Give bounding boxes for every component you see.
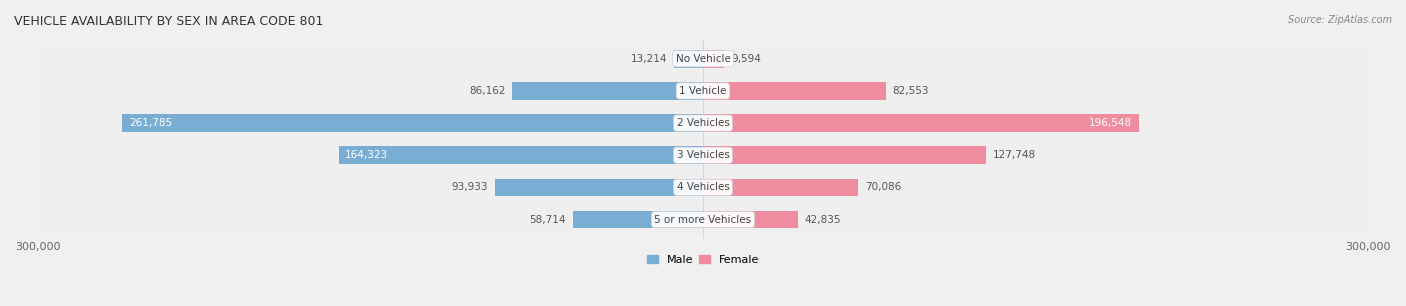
Bar <box>703 114 1139 132</box>
Bar <box>703 82 886 100</box>
Text: 42,835: 42,835 <box>804 215 841 225</box>
Text: Source: ZipAtlas.com: Source: ZipAtlas.com <box>1288 15 1392 25</box>
Bar <box>339 146 703 164</box>
Text: 58,714: 58,714 <box>530 215 567 225</box>
Text: 70,086: 70,086 <box>865 182 901 192</box>
Text: No Vehicle: No Vehicle <box>675 54 731 64</box>
Bar <box>38 75 1368 107</box>
Bar <box>673 50 703 68</box>
Bar <box>495 179 703 196</box>
Bar <box>38 43 1368 75</box>
Legend: Male, Female: Male, Female <box>643 250 763 269</box>
Text: 13,214: 13,214 <box>630 54 666 64</box>
Bar <box>38 139 1368 171</box>
Text: 93,933: 93,933 <box>451 182 488 192</box>
Text: 9,594: 9,594 <box>731 54 761 64</box>
Text: 5 or more Vehicles: 5 or more Vehicles <box>654 215 752 225</box>
Text: 261,785: 261,785 <box>129 118 173 128</box>
Text: 82,553: 82,553 <box>893 86 929 96</box>
Bar <box>38 171 1368 203</box>
Text: 196,548: 196,548 <box>1090 118 1132 128</box>
Bar <box>572 211 703 228</box>
Bar <box>38 107 1368 139</box>
Text: 1 Vehicle: 1 Vehicle <box>679 86 727 96</box>
Text: 127,748: 127,748 <box>993 150 1036 160</box>
Text: 4 Vehicles: 4 Vehicles <box>676 182 730 192</box>
Bar <box>122 114 703 132</box>
Bar <box>703 146 986 164</box>
Bar <box>512 82 703 100</box>
Text: 86,162: 86,162 <box>468 86 505 96</box>
Text: VEHICLE AVAILABILITY BY SEX IN AREA CODE 801: VEHICLE AVAILABILITY BY SEX IN AREA CODE… <box>14 15 323 28</box>
Bar <box>703 211 799 228</box>
Text: 164,323: 164,323 <box>346 150 388 160</box>
Bar <box>703 179 859 196</box>
Text: 2 Vehicles: 2 Vehicles <box>676 118 730 128</box>
Text: 3 Vehicles: 3 Vehicles <box>676 150 730 160</box>
Bar <box>703 50 724 68</box>
Bar <box>38 203 1368 236</box>
